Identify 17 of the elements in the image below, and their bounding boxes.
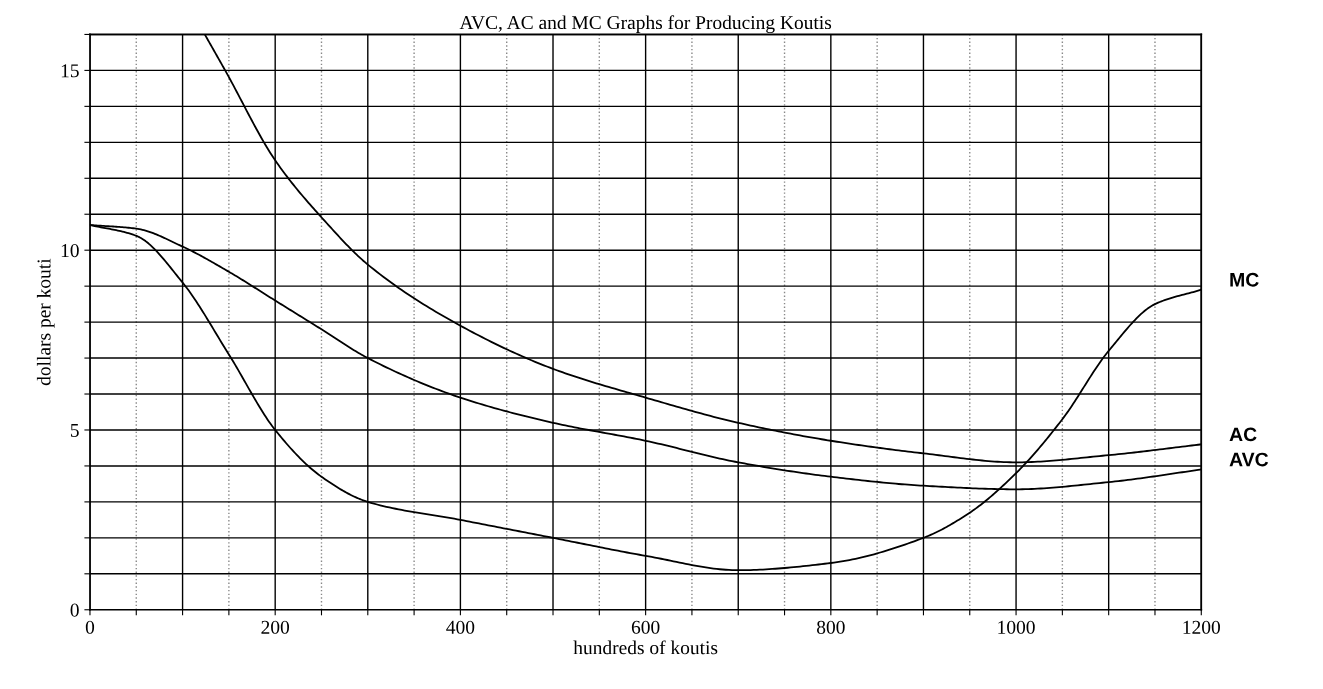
y-axis-title: dollars per kouti: [36, 258, 55, 386]
y-tick-label: 10: [61, 244, 79, 258]
x-tick-label: 1000: [998, 620, 1035, 634]
series-label: MC: [1230, 272, 1259, 287]
y-tick-label: 0: [70, 603, 79, 617]
series-label: AC: [1229, 427, 1257, 442]
x-tick-label: 200: [261, 620, 290, 634]
x-axis-title: hundreds of koutis: [573, 640, 718, 655]
x-tick-label: 600: [631, 620, 660, 634]
chart-title: AVC, AC and MC Graphs for Producing Koutis: [459, 15, 832, 34]
x-tick-label: 800: [817, 620, 845, 634]
series-label: AVC: [1229, 452, 1269, 467]
x-tick-label: 1200: [1183, 620, 1220, 634]
x-tick-label: 400: [446, 620, 475, 634]
x-tick-label: 0: [85, 620, 95, 634]
y-tick-label: 15: [61, 64, 79, 78]
y-tick-label: 5: [70, 423, 79, 437]
